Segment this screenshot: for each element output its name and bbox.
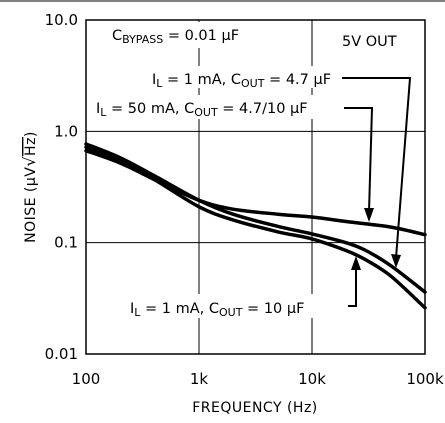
svg-text:IL = 1 mA, COUT = 10 μF: IL = 1 mA, COUT = 10 μF [130, 301, 304, 319]
plot-frame [85, 19, 426, 355]
svg-text:IL = 1 mA, COUT = 4.7 μF: IL = 1 mA, COUT = 4.7 μF [152, 72, 331, 90]
series-line-2 [84, 145, 427, 310]
y-tick-3: 0.01 [45, 345, 78, 363]
leader-1ma-4.7 [342, 77, 412, 268]
y-label-hz: Hz [23, 137, 39, 156]
output-annotation: 5V OUT [342, 34, 397, 50]
x-tick-3: 100k [406, 370, 444, 388]
leader-1ma-10 [348, 256, 361, 307]
y-label-sqrt: √ [20, 156, 39, 167]
series-label-1ma-10: IL = 1 mA, COUT = 10 μF [126, 294, 344, 319]
leader-50ma [344, 107, 374, 222]
svg-text:IL = 50 mA, COUT = 4.7/10 μF: IL = 50 mA, COUT = 4.7/10 μF [96, 101, 308, 119]
series-curves [84, 142, 427, 310]
x-tick-1: 1k [190, 370, 209, 388]
y-label-unit: μV [23, 167, 39, 186]
x-tick-0: 100 [72, 370, 101, 388]
y-label-suffix: ) [23, 131, 39, 137]
y-axis-label: NOISE (μV√Hz) [20, 131, 39, 243]
y-tick-labels: 10.0 1.0 0.1 0.01 [45, 11, 78, 363]
y-label-prefix: NOISE ( [23, 186, 39, 243]
series-line-1 [84, 142, 427, 294]
x-axis-label: FREQUENCY (Hz) [192, 400, 318, 416]
svg-text:NOISE (μV√Hz): NOISE (μV√Hz) [20, 131, 39, 243]
series-label-1ma-4.7: IL = 1 mA, COUT = 4.7 μF [148, 66, 336, 90]
y-tick-1: 1.0 [54, 122, 78, 140]
series-label-50ma: IL = 50 mA, COUT = 4.7/10 μF [92, 95, 340, 119]
svg-text:CBYPASS = 0.01 μF: CBYPASS = 0.01 μF [112, 28, 239, 46]
y-tick-2: 0.1 [54, 234, 78, 252]
x-tick-2: 10k [298, 370, 326, 388]
x-tick-labels: 100 1k 10k 100k [72, 370, 444, 388]
y-tick-0: 10.0 [45, 11, 78, 29]
bypass-annotation: CBYPASS = 0.01 μF [104, 22, 284, 48]
